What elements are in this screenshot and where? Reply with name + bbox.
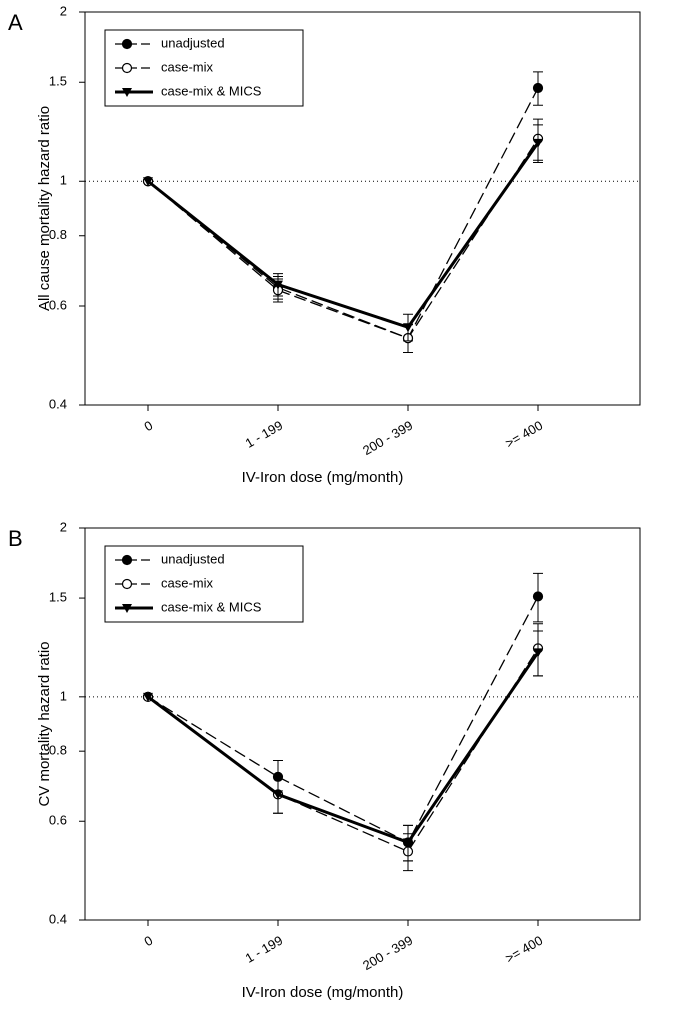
legend-label: case-mix & MICS [161,599,262,614]
series-line [147,87,539,339]
marker [273,280,283,290]
x-tick-label: >= 400 [503,933,546,966]
series-line [147,596,539,844]
x-axis-label: IV-Iron dose (mg/month) [242,984,404,1001]
marker [533,648,543,658]
marker [143,177,153,187]
legend-label: case-mix & MICS [161,83,262,98]
plot-frame [84,11,641,406]
marker [403,838,413,848]
x-axis-label: IV-Iron dose (mg/month) [242,469,404,486]
y-tick-label: 1.5 [49,74,67,89]
y-tick-label: 0.4 [49,911,67,926]
legend-label: unadjusted [161,551,225,566]
y-tick-label: 2 [60,519,67,534]
legend-marker [121,578,133,590]
y-tick-label: 0.6 [49,297,67,312]
y-tick-label: 0.6 [49,813,67,828]
legend-marker [121,554,133,566]
panel-label: A [8,10,23,35]
y-tick-label: 2 [60,3,67,18]
series-line [147,138,539,339]
x-tick-label: 200 - 399 [360,933,415,973]
x-tick-label: 0 [141,933,155,950]
panel: B 0.4 0.6 0.8 1 1.5 2 0 1 - 199 200 - 399 >= 400 IV… [8,519,641,1001]
legend-marker [121,62,133,74]
y-axis-label: All cause mortality hazard ratio [36,106,53,311]
legend-marker [122,88,132,97]
series-line [147,651,540,845]
series-line [147,142,540,330]
plot-frame [84,527,641,921]
y-tick-label: 0.8 [49,227,67,242]
panel: A 0.4 0.6 0.8 1 1.5 2 0 1 - 199 200 - 399 >= 400 IV… [8,3,641,486]
marker [273,790,283,800]
x-tick-label: >= 400 [503,418,546,451]
series-line [147,648,539,853]
marker [532,591,544,602]
y-tick-label: 0.4 [49,396,67,411]
y-tick-label: 1 [60,688,67,703]
y-tick-label: 1.5 [49,590,67,605]
panel-label: B [8,526,23,551]
legend-label: unadjusted [161,35,225,50]
legend-label: case-mix [161,59,214,74]
legend-marker [121,38,133,50]
y-axis-label: CV mortality hazard ratio [36,641,53,806]
x-tick-label: 1 - 199 [243,933,286,966]
legend-marker [122,604,132,613]
x-tick-label: 0 [141,418,155,435]
legend-label: case-mix [161,575,214,590]
marker [533,138,543,148]
y-tick-label: 1 [60,173,67,188]
marker [532,82,544,94]
marker [403,323,413,333]
y-tick-label: 0.8 [49,743,67,758]
x-tick-label: 1 - 199 [243,418,286,451]
x-tick-label: 200 - 399 [360,418,415,458]
marker [143,692,153,702]
